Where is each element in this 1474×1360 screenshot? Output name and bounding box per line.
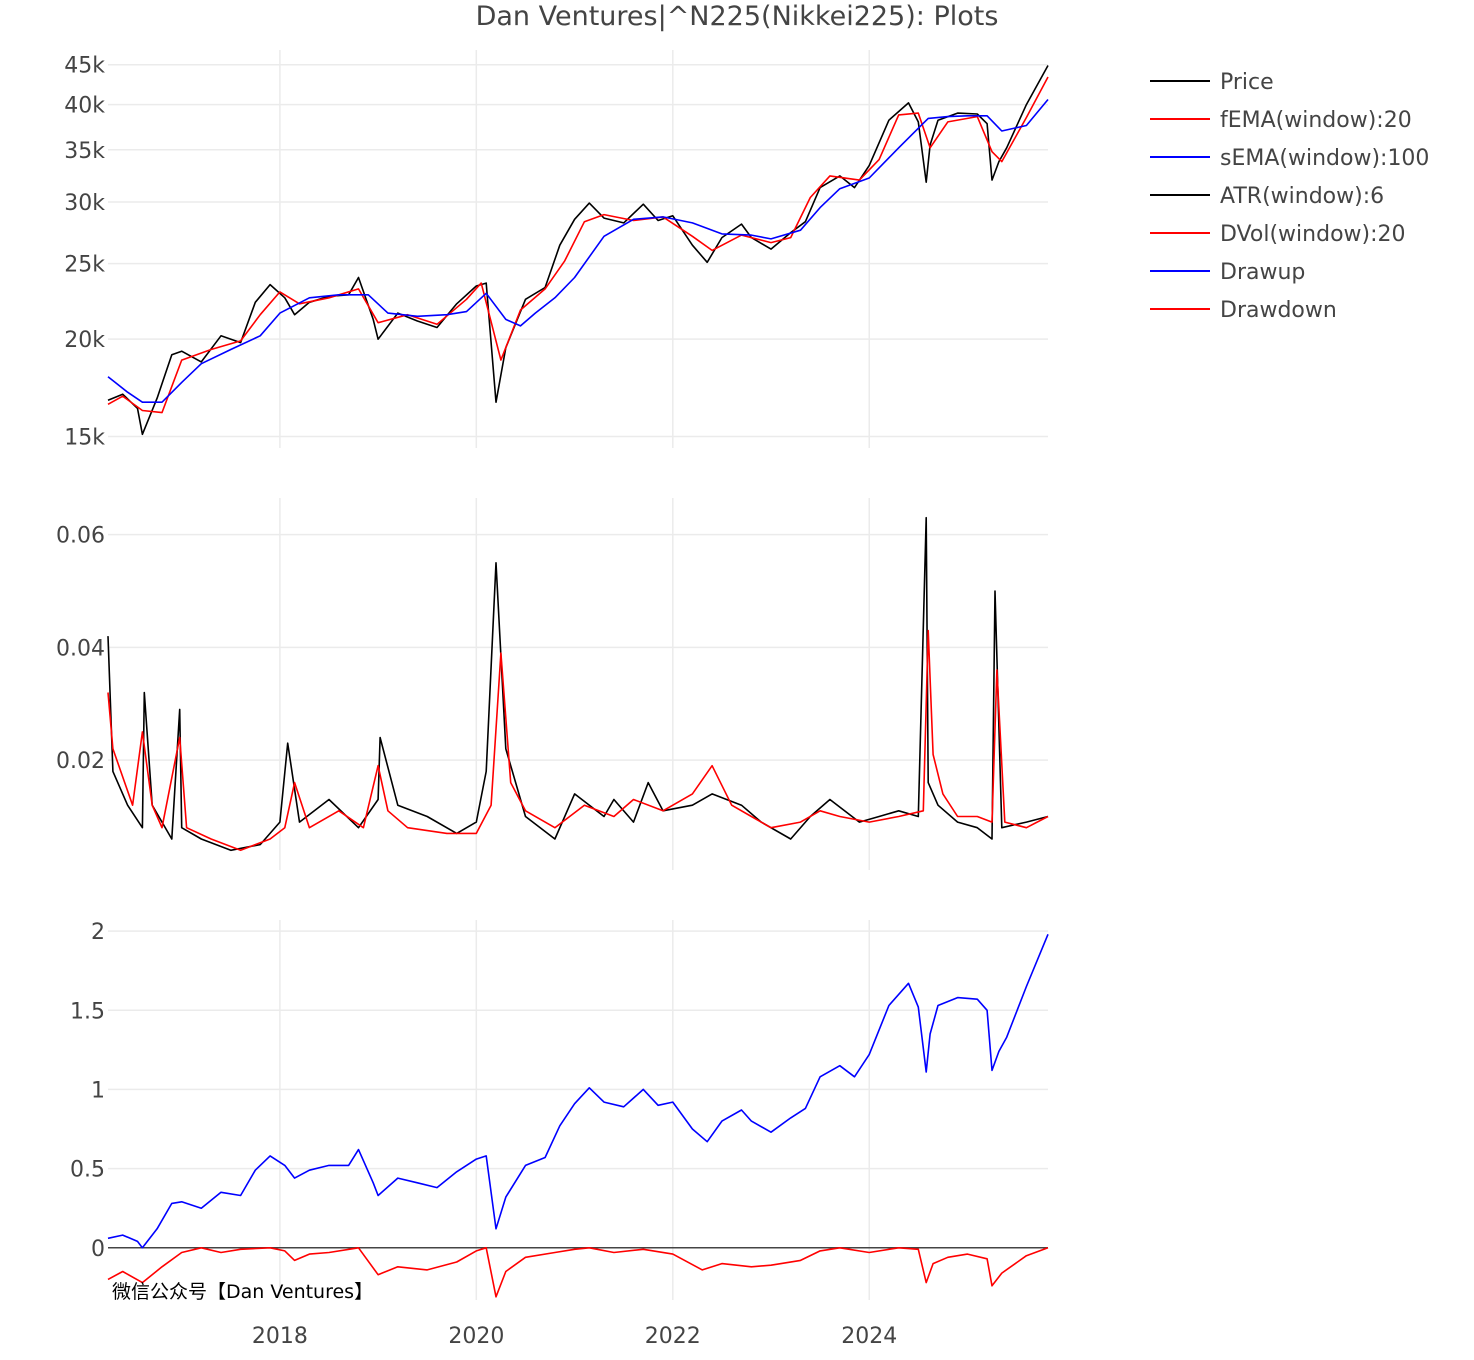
legend-item[interactable]: ATR(window):6: [1150, 184, 1384, 209]
y-tick-label: 0.02: [56, 749, 105, 774]
legend-item[interactable]: Price: [1150, 70, 1274, 95]
y-tick-label: 1: [91, 1078, 105, 1103]
panel-price: 15k 20k 25k 30k 35k 40k 45k: [64, 50, 1049, 451]
y-tick-label: 0.04: [56, 636, 105, 661]
series-line-price: [107, 65, 1049, 436]
y-tick-label: 2: [91, 920, 105, 945]
legend-label: DVol(window):20: [1220, 222, 1406, 247]
y-tick-label: 45k: [64, 54, 105, 79]
chart-title: Dan Ventures|^N225(Nikkei225): Plots: [475, 1, 999, 32]
series-line-drawdown: [107, 1247, 1049, 1298]
series-line-dvol-window-20: [107, 629, 1049, 852]
y-tick-label: 40k: [64, 94, 105, 119]
legend-item[interactable]: sEMA(window):100: [1150, 146, 1429, 171]
legend-item[interactable]: fEMA(window):20: [1150, 108, 1412, 133]
x-tick-label: 2022: [645, 1324, 701, 1349]
y-tick-label: 25k: [64, 253, 105, 278]
watermark-text: 微信公众号【Dan Ventures】: [112, 1281, 373, 1303]
legend-label: Drawdown: [1220, 298, 1337, 323]
panel-volatility: 0.02 0.04 0.06: [56, 498, 1049, 870]
legend-item[interactable]: DVol(window):20: [1150, 222, 1406, 247]
x-tick-label: 2018: [252, 1324, 308, 1349]
chart-panels: 15k 20k 25k 30k 35k 40k 45k 0.02 0.04 0.06 0 0.5 1 1.…: [56, 50, 1049, 1349]
y-tick-label: 0.06: [56, 524, 105, 549]
series-line-fema-window-20: [107, 76, 1049, 414]
legend-item[interactable]: Drawdown: [1150, 298, 1337, 323]
series-line-sema-window-100: [107, 98, 1049, 404]
y-tick-label: 0: [91, 1237, 105, 1262]
legend-label: ATR(window):6: [1220, 184, 1384, 209]
legend-item[interactable]: Drawup: [1150, 260, 1305, 285]
legend-label: fEMA(window):20: [1220, 108, 1412, 133]
x-tick-label: 2024: [841, 1324, 897, 1349]
legend-label: Drawup: [1220, 260, 1305, 285]
series-line-drawup: [107, 933, 1049, 1249]
legend-label: Price: [1220, 70, 1274, 95]
panel-drawup-drawdown: 0 0.5 1 1.5 2 2018 2020 2022 2024: [70, 920, 1049, 1349]
y-tick-label: 1.5: [70, 999, 105, 1024]
series-line-atr-window-6: [107, 516, 1049, 852]
y-tick-label: 15k: [64, 426, 105, 451]
y-tick-label: 20k: [64, 328, 105, 353]
y-tick-label: 0.5: [70, 1158, 105, 1183]
x-tick-label: 2020: [448, 1324, 504, 1349]
legend[interactable]: Price fEMA(window):20 sEMA(window):100 ATR(…: [1150, 70, 1429, 323]
legend-label: sEMA(window):100: [1220, 146, 1429, 171]
y-tick-label: 30k: [64, 191, 105, 216]
y-tick-label: 35k: [64, 139, 105, 164]
